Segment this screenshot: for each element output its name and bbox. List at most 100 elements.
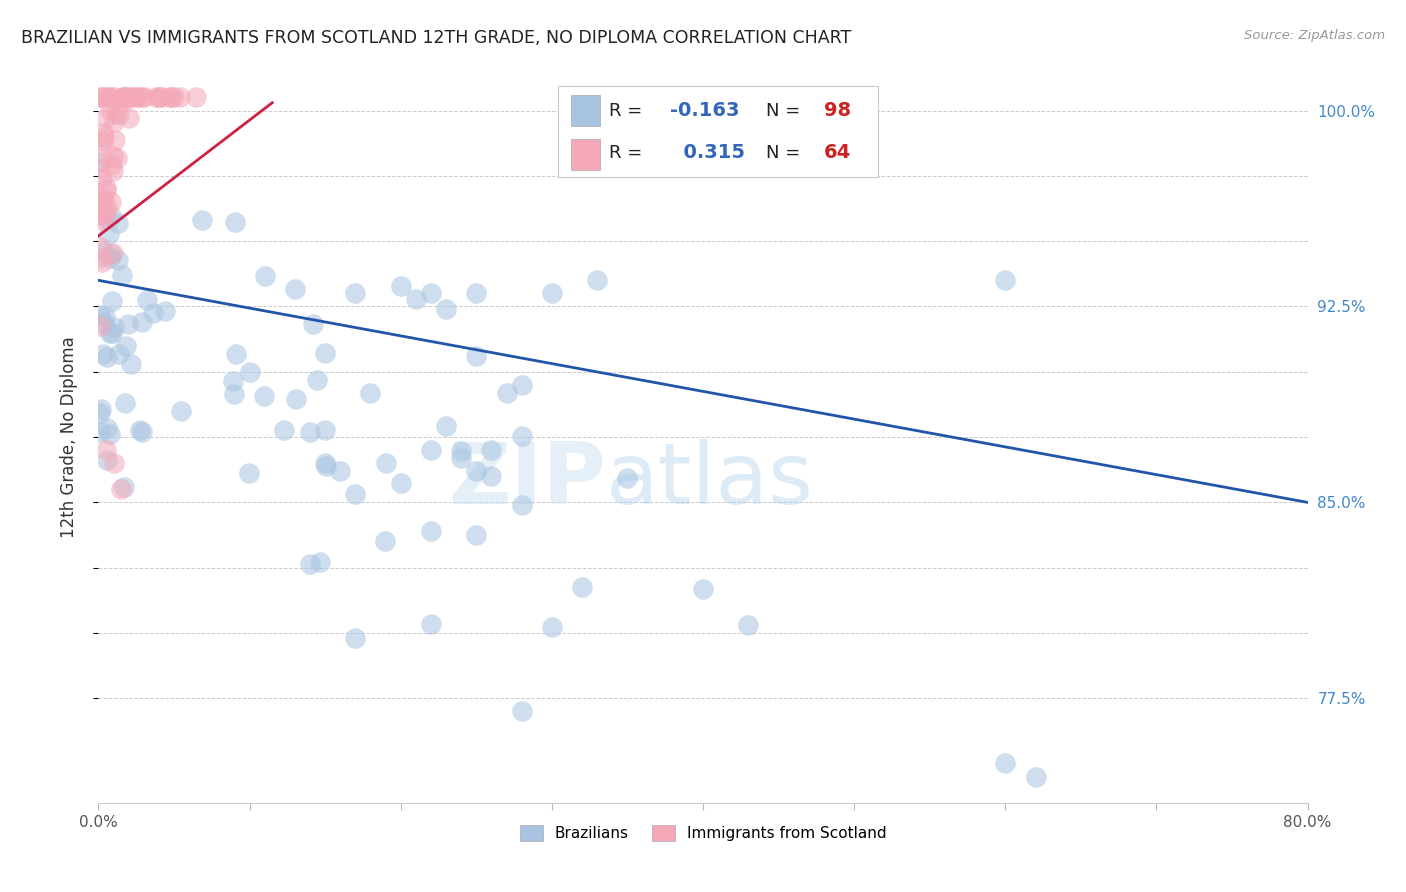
Point [737, 617, 759, 632]
Point [465, 464, 488, 478]
Point [125, 90, 148, 104]
Point [420, 617, 443, 632]
Point [434, 418, 457, 433]
Point [93, 90, 115, 104]
Point [465, 527, 488, 541]
Point [450, 444, 472, 458]
Point [284, 392, 307, 406]
Point [93, 309, 115, 323]
Point [114, 396, 136, 410]
Point [112, 90, 135, 104]
Point [314, 456, 336, 470]
Point [1024, 770, 1046, 784]
Legend: Brazilians, Immigrants from Scotland: Brazilians, Immigrants from Scotland [510, 815, 896, 850]
Point [105, 151, 128, 165]
Point [91, 134, 114, 148]
Point [100, 246, 122, 260]
Point [97, 90, 120, 104]
Point [89, 198, 111, 212]
Point [120, 357, 142, 371]
Point [224, 387, 246, 401]
Point [128, 90, 150, 104]
Point [100, 194, 122, 209]
Point [329, 464, 352, 478]
Point [253, 269, 276, 284]
Point [510, 705, 533, 719]
Point [98, 90, 121, 104]
Point [163, 90, 186, 104]
Y-axis label: 12th Grade, No Diploma: 12th Grade, No Diploma [59, 336, 77, 538]
Point [273, 423, 295, 437]
Point [540, 620, 562, 634]
Point [93, 130, 115, 145]
Point [186, 90, 208, 104]
Point [101, 246, 124, 260]
Point [169, 90, 191, 104]
Point [90, 401, 112, 416]
Point [100, 103, 122, 117]
Point [101, 294, 124, 309]
Point [117, 90, 139, 104]
Point [89, 318, 111, 333]
Point [101, 158, 124, 172]
Point [96, 201, 118, 215]
Point [90, 255, 112, 269]
Point [586, 273, 609, 287]
Point [94, 207, 117, 221]
Point [994, 273, 1017, 287]
Point [450, 450, 472, 465]
Point [420, 443, 443, 458]
Point [100, 210, 122, 224]
Point [540, 286, 562, 301]
Point [225, 347, 247, 361]
Point [434, 301, 457, 317]
Point [89, 208, 111, 222]
Text: atlas: atlas [606, 440, 814, 523]
Point [148, 90, 170, 104]
Point [89, 308, 111, 322]
Point [131, 90, 153, 104]
Point [160, 90, 183, 104]
Point [145, 90, 167, 104]
Point [132, 90, 155, 104]
Point [101, 326, 124, 340]
Point [91, 245, 114, 260]
Point [91, 90, 114, 104]
Point [118, 90, 141, 104]
Point [253, 389, 276, 403]
Point [131, 315, 153, 329]
Point [98, 426, 121, 441]
Point [221, 374, 243, 388]
Point [111, 95, 134, 109]
Point [89, 154, 111, 169]
Point [89, 406, 111, 420]
Point [94, 443, 117, 458]
Point [344, 632, 367, 646]
Point [191, 213, 214, 227]
Point [115, 339, 138, 353]
Point [96, 453, 118, 467]
Point [96, 350, 118, 364]
Point [98, 227, 121, 241]
Point [344, 286, 367, 301]
Point [105, 106, 128, 120]
Point [616, 471, 638, 485]
Point [360, 385, 382, 400]
Point [124, 90, 146, 104]
Point [93, 210, 115, 224]
Point [114, 90, 136, 104]
Point [309, 556, 332, 570]
Point [284, 282, 307, 296]
Point [314, 346, 336, 360]
Point [94, 111, 117, 125]
Point [299, 425, 322, 439]
Point [374, 456, 396, 470]
Point [94, 181, 117, 195]
Point [111, 268, 134, 282]
Text: Source: ZipAtlas.com: Source: ZipAtlas.com [1244, 29, 1385, 42]
Point [98, 326, 121, 340]
Point [465, 349, 488, 363]
Point [481, 469, 503, 483]
Point [90, 213, 112, 227]
Point [510, 428, 533, 442]
